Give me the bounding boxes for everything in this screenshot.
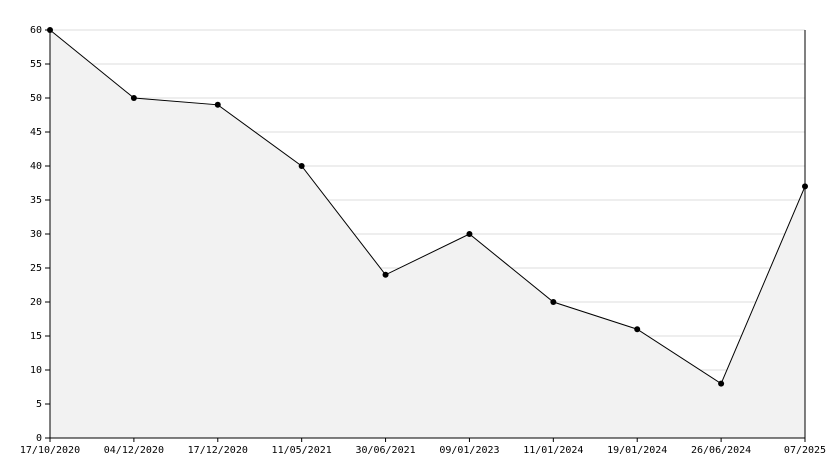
y-tick-label: 20 — [30, 297, 42, 308]
x-tick-label: 11/01/2024 — [523, 445, 583, 456]
point — [634, 326, 641, 333]
y-tick-label: 5 — [36, 399, 42, 410]
y-tick-label: 60 — [30, 25, 42, 36]
y-tick-label: 0 — [36, 433, 42, 444]
x-tick-label: 11/05/2021 — [272, 445, 332, 456]
y-tick-label: 15 — [30, 331, 42, 342]
y-tick-label: 40 — [30, 161, 42, 172]
x-tick-label: 30/06/2021 — [355, 445, 415, 456]
point — [718, 380, 725, 387]
y-tick-label: 55 — [30, 59, 42, 70]
y-tick-label: 25 — [30, 263, 42, 274]
point — [382, 271, 389, 278]
x-tick-label: 19/01/2024 — [607, 445, 667, 456]
x-tick-label: 17/10/2020 — [20, 445, 80, 456]
x-tick-label: 17/12/2020 — [188, 445, 248, 456]
point — [466, 231, 473, 237]
point — [550, 299, 557, 305]
x-tick-label: 04/12/2020 — [104, 445, 164, 456]
point — [130, 95, 137, 101]
line — [49, 29, 806, 385]
x-tick-label: 07/2025 — [784, 445, 826, 456]
point — [298, 163, 305, 169]
x-tick-label: 09/01/2023 — [439, 445, 499, 456]
point — [214, 101, 221, 108]
y-tick-label: 10 — [30, 365, 42, 376]
y-tick-label: 45 — [30, 127, 42, 138]
y-tick-label: 35 — [30, 195, 42, 206]
y-tick-label: 30 — [30, 229, 42, 240]
y-tick-label: 50 — [30, 93, 42, 104]
x-tick-label: 26/06/2024 — [691, 445, 751, 456]
area-fill — [50, 30, 805, 438]
